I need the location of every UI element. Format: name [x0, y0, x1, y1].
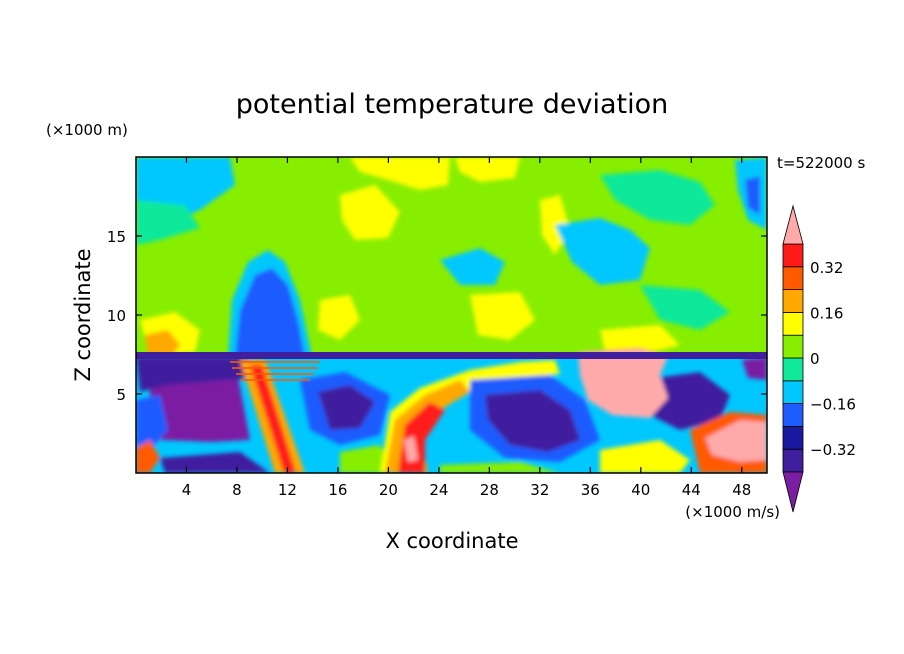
field-lower-pink-right — [705, 420, 767, 462]
y-tick-label-0: 5 — [116, 386, 126, 404]
x-tick-label-9: 40 — [631, 481, 650, 499]
colorbar-swatch-9 — [782, 243, 804, 268]
field-interface-ripples — [230, 361, 320, 381]
field-upper-blue-far-right — [745, 176, 760, 215]
x-axis: 4 8 12 16 20 24 28 32 36 40 44 48 — [182, 157, 751, 499]
chart-title: potential temperature deviation — [236, 89, 668, 120]
x-axis-label: X coordinate — [385, 529, 518, 553]
field-upper-cyan-right — [555, 218, 650, 285]
x-tick-label-6: 28 — [480, 481, 499, 499]
field-upper-yellow-low-right — [600, 325, 680, 355]
y-tick-label-1: 10 — [107, 307, 126, 325]
field-upper-yellow-center-low — [470, 292, 535, 340]
colorbar-swatch-0 — [782, 448, 804, 473]
field-upper-yellow-mid — [340, 185, 400, 240]
colorbar: 0.32 0.16 0 −0.16 −0.32 — [782, 204, 856, 513]
y-unit-label: (×1000 m) — [46, 121, 128, 139]
colorbar-swatch-2 — [782, 403, 804, 427]
field-upper-yellow-topmid — [350, 157, 450, 190]
colorbar-label-1: 0.16 — [810, 304, 843, 322]
field-lower-blue-left — [136, 395, 168, 450]
y-axis-label: Z coordinate — [71, 248, 95, 381]
field-lower-pink-big — [578, 348, 668, 418]
x-tick-label-1: 8 — [232, 481, 242, 499]
x-tick-label-2: 12 — [278, 481, 297, 499]
colorbar-label-2: 0 — [810, 350, 820, 368]
x-tick-label-7: 32 — [530, 481, 549, 499]
field-lower-indigo-bottom — [160, 452, 270, 473]
x-tick-label-11: 48 — [732, 481, 751, 499]
field-lower-pink-core — [404, 436, 418, 462]
colorbar-label-0: 0.32 — [810, 259, 843, 277]
field-upper-yellow-low-mid — [318, 295, 360, 340]
colorbar-swatch-6 — [782, 311, 804, 336]
field-lower-red-left — [136, 440, 160, 473]
colorbar-swatch-8 — [782, 266, 804, 290]
x-tick-label-5: 24 — [429, 481, 448, 499]
field-lower-indigo-mid — [318, 385, 375, 430]
field-lower-indigo-center — [485, 390, 580, 452]
y-tick-label-2: 15 — [107, 228, 126, 246]
colorbar-swatch-5 — [782, 334, 804, 359]
colorbar-swatch-1 — [782, 425, 804, 450]
colorbar-swatch-7 — [782, 289, 804, 313]
y-axis: 5 10 15 — [107, 228, 767, 404]
field-lower-yellow-right — [600, 440, 690, 473]
x-tick-label-3: 16 — [328, 481, 347, 499]
x-unit-label: (×1000 m/s) — [685, 503, 780, 521]
x-tick-label-8: 36 — [581, 481, 600, 499]
field-upper-orange-low-left — [145, 330, 180, 355]
colorbar-label-3: −0.16 — [810, 396, 856, 414]
field-lower-red-beam — [250, 365, 296, 473]
field-upper-cyan-mid — [440, 248, 505, 285]
colorbar-extend-high — [782, 204, 804, 245]
field-upper-yellow-top-right — [455, 157, 520, 182]
field-upper-blue-plume — [235, 268, 305, 357]
colorbar-label-4: −0.32 — [810, 441, 856, 459]
field-lower-purple-far-right — [742, 357, 767, 380]
x-tick-label-4: 20 — [379, 481, 398, 499]
colorbar-extend-low — [782, 471, 804, 513]
colorbar-swatch-4 — [782, 357, 804, 382]
field-upper-teal-right — [600, 170, 715, 225]
field-lower-yellow-arc — [380, 360, 560, 473]
x-tick-label-10: 44 — [682, 481, 701, 499]
x-tick-label-0: 4 — [182, 481, 192, 499]
plot-area — [136, 157, 767, 473]
field-lower-green-bottom — [440, 462, 560, 473]
field-interface-band — [136, 352, 767, 359]
time-label: t=522000 s — [777, 154, 865, 172]
field-upper-teal-mid — [640, 285, 730, 330]
field-lower-indigo-left — [136, 357, 250, 392]
colorbar-swatch-3 — [782, 380, 804, 404]
field-upper-green-teal-left — [136, 200, 200, 245]
